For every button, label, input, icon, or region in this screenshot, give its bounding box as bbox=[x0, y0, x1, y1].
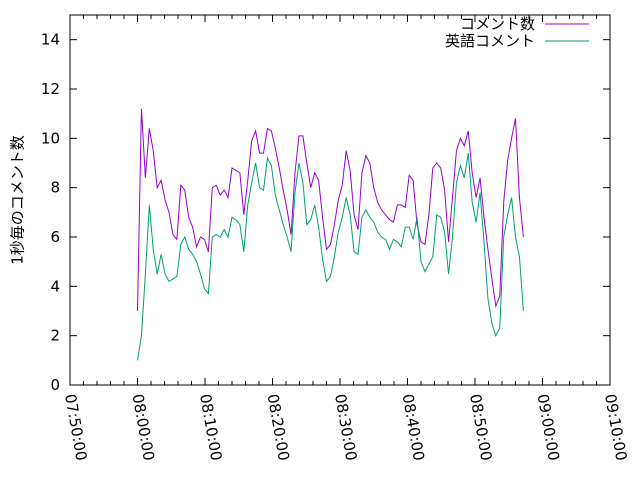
legend: コメント数 英語コメント bbox=[445, 15, 589, 50]
legend-label-series-1: コメント数 bbox=[460, 15, 535, 33]
x-tick-label: 08:30:00 bbox=[331, 393, 360, 462]
x-ticks: 07:50:00 08:00:00 08:10:00 08:20:00 08:30:00… bbox=[61, 15, 630, 462]
y-tick-label: 10 bbox=[41, 129, 60, 147]
x-tick-label: 08:10:00 bbox=[196, 393, 225, 462]
x-tick-label: 08:50:00 bbox=[466, 393, 495, 462]
x-tick-label: 09:10:00 bbox=[601, 393, 630, 462]
y-tick-label: 2 bbox=[50, 327, 60, 345]
x-tick-label: 07:50:00 bbox=[61, 393, 90, 462]
y-tick-label: 8 bbox=[50, 179, 60, 197]
y-tick-label: 4 bbox=[50, 277, 60, 295]
y-tick-label: 14 bbox=[41, 31, 60, 49]
x-tick-label: 08:40:00 bbox=[399, 393, 428, 462]
x-tick-label: 08:20:00 bbox=[264, 393, 293, 462]
legend-label-series-2: 英語コメント bbox=[445, 32, 535, 50]
x-tick-label: 08:00:00 bbox=[129, 393, 158, 462]
x-tick-label: 09:00:00 bbox=[534, 393, 563, 462]
series-layer bbox=[137, 108, 524, 361]
series-line-2 bbox=[137, 153, 524, 361]
series-line-1 bbox=[137, 108, 524, 312]
y-axis-label: 1秒毎のコメント数 bbox=[9, 135, 27, 265]
y-ticks: 0 2 4 6 8 10 12 14 bbox=[41, 31, 610, 394]
y-tick-label: 12 bbox=[41, 80, 60, 98]
y-tick-label: 0 bbox=[50, 376, 60, 394]
y-tick-label: 6 bbox=[50, 228, 60, 246]
plot-frame bbox=[69, 14, 611, 386]
